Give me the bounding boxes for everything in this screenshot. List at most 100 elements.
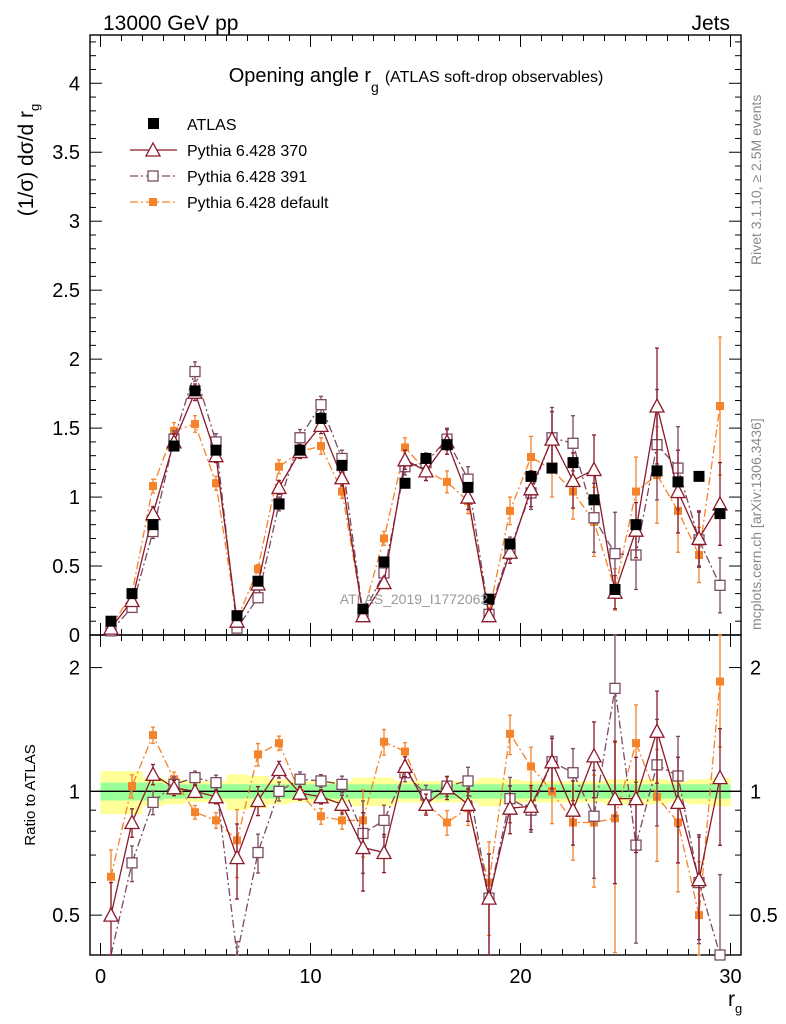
legend-marker-default [149,198,157,206]
ratio-point-p391 [210,776,222,789]
plot-title-main: Opening angle r [229,65,372,87]
y-tick-label-main: 0 [69,625,80,647]
point-p370 [648,397,666,413]
ratio-line-default [110,681,721,916]
ratio-point-p370 [102,906,120,922]
point-default [212,479,220,488]
point-p391 [294,432,306,444]
axis-tick-labels: 0 10 20 30 0 0.5 1 1.5 2 2.5 3 3.5 4 0.5 0.5 1 1 2 2 [52,73,778,988]
legend-marker-p370 [144,141,162,157]
rivet-version-label: Rivet 3.1.10, ≥ 2.5M events [748,95,764,265]
ratio-point-p370 [438,779,456,795]
ratio-point-p391 [336,778,348,791]
point-atlas [525,470,537,482]
series-p370 [102,347,729,956]
point-atlas [567,457,579,469]
point-p370 [459,488,477,504]
plot-title-suffix: (ATLAS soft-drop observables) [385,69,603,86]
point-p391 [189,365,201,378]
ratio-point-default [212,816,220,825]
header-right: Jets [691,12,730,35]
point-p370 [333,469,351,485]
ratio-point-p370 [270,761,288,777]
ratio-y-tick-label-left: 2 [69,658,80,680]
legend-marker-p391 [147,170,159,182]
ratio-point-default [632,739,640,748]
ratio-y-tick-label-left: 0.5 [52,905,80,927]
series-p391 [105,361,726,961]
ratio-point-default [275,739,283,748]
ratio-point-p370 [459,795,477,811]
ratio-point-default [527,762,535,771]
ratio-point-p370 [186,782,204,799]
point-default [254,564,262,573]
legend-label-p391: Pythia 6.428 391 [187,169,307,186]
legend-label-default: Pythia 6.428 default [187,195,329,212]
point-atlas [630,519,642,531]
ratio-point-p370 [123,814,141,830]
ratio-point-p391 [294,773,306,785]
point-atlas [168,440,180,452]
y-tick-label-main: 0.5 [52,556,80,578]
ratio-point-default [317,812,325,821]
ratio-point-p391 [189,771,201,784]
point-atlas [210,444,222,456]
point-atlas [651,465,663,477]
ratio-point-default [380,737,388,746]
ratio-point-default [401,747,409,756]
point-p370 [102,619,120,635]
x-tick-label: 0 [95,966,106,988]
ratio-point-p370 [312,788,330,804]
ratio-y-tick-label-right: 1 [750,781,761,803]
ratio-point-p391 [609,682,621,695]
ratio-point-p370 [165,779,183,795]
point-default [506,506,514,515]
ratio-point-default [338,816,346,825]
ratio-point-p391 [273,785,285,798]
point-p370 [669,483,687,499]
x-axis-label-sub: g [735,1001,742,1016]
point-p370 [690,530,708,546]
point-default [401,443,409,452]
legend-marker-atlas [148,118,159,129]
point-atlas [231,610,243,622]
ratio-point-p370 [522,797,540,813]
y-axis-label-main: (1/σ) dσ/d rg [15,104,42,217]
ratio-point-p391 [315,775,327,787]
point-p370 [375,574,393,590]
ratio-y-tick-label-left: 1 [69,781,80,803]
y-tick-label-main: 3.5 [52,142,80,164]
ratio-point-p370 [543,753,561,769]
ratio-point-p370 [333,795,351,811]
y-axis-label-main-text: (1/σ) dσ/d r [15,111,38,216]
point-atlas [378,556,390,568]
point-atlas [147,519,159,531]
ratio-point-p391 [378,814,390,827]
y-tick-label-main: 4 [69,73,80,95]
point-p370 [501,543,519,559]
ratio-point-p391 [462,775,474,787]
series-line-default [110,405,721,628]
point-atlas [462,481,474,493]
ratio-point-p370 [249,792,267,808]
point-atlas [546,462,558,474]
plot-title: Opening angle rg (ATLAS soft-drop observa… [229,65,604,95]
point-p370 [522,480,540,496]
ratio-point-p370 [711,769,729,785]
point-p370 [123,592,141,608]
ratio-point-p370 [228,849,246,865]
point-p391 [609,547,621,560]
x-axis-label-text: r [728,988,735,1011]
point-atlas [315,412,327,424]
mcplots-reference-label: mcplots.cern.ch [arXiv:1306.3436] [748,418,764,630]
x-tick-label: 20 [509,966,531,988]
ratio-point-p370 [354,839,372,855]
ratio-point-default [149,731,157,740]
ratio-point-p370 [417,795,435,811]
ratio-point-p370 [648,722,666,738]
ratio-y-tick-label-right: 2 [750,658,761,680]
axis-ticks [90,35,741,956]
point-p370 [564,472,582,488]
ratio-point-default [716,677,724,686]
